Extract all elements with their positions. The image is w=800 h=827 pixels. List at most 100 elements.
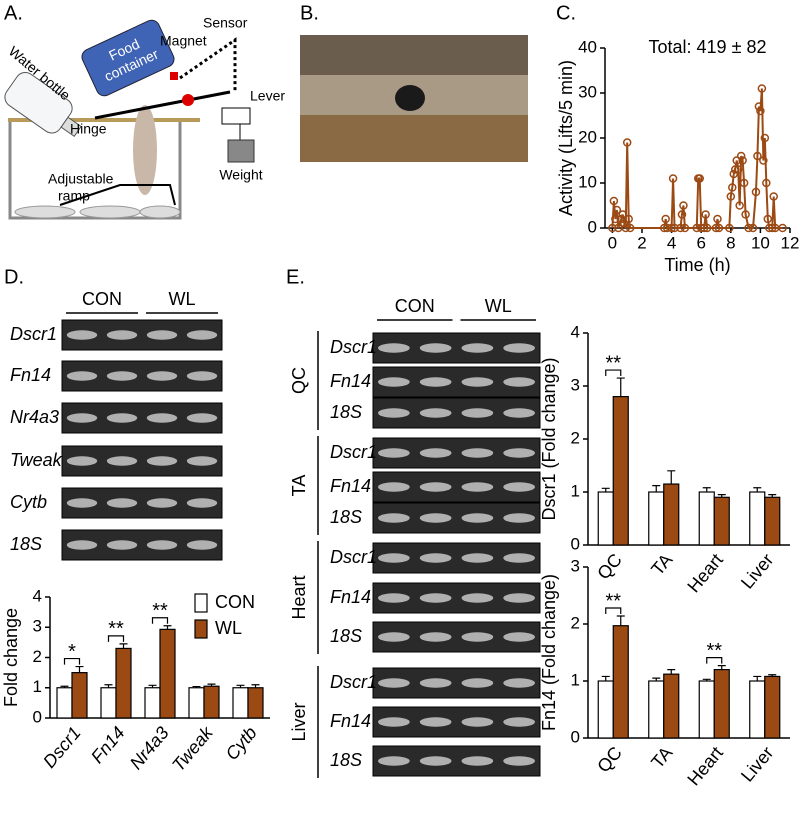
data-point: [714, 223, 724, 233]
data-point: [767, 223, 777, 233]
gel-band: [378, 678, 410, 688]
data-point: [732, 156, 741, 165]
error-bar: [616, 377, 625, 397]
gel-band: [146, 371, 178, 381]
data-point: [756, 106, 765, 116]
x-tick-label: 12: [781, 233, 800, 252]
y-tick-label: 4: [571, 322, 580, 341]
error-bar: [753, 675, 762, 681]
panel-label: D.: [4, 266, 24, 288]
gel-band: [146, 456, 178, 466]
bar: [100, 687, 117, 719]
gel-band: [419, 343, 452, 353]
data-point: [611, 214, 620, 224]
gel-band: [66, 540, 98, 550]
x-axis-label: Time (h): [664, 255, 730, 275]
data-point: [729, 169, 739, 179]
lane-header: WL: [485, 296, 512, 316]
gel-band: [419, 482, 452, 492]
bar: [698, 680, 715, 739]
error-bar: [251, 684, 260, 688]
gel-band: [146, 330, 178, 340]
significance-label: **: [605, 590, 621, 612]
significance-label: **: [108, 618, 124, 640]
gel-band: [106, 413, 138, 423]
x-tick-label: QC: [593, 550, 626, 584]
data-point: [748, 223, 758, 233]
x-tick-label: Tweak: [168, 722, 217, 775]
gel-band: [503, 448, 535, 458]
x-tick-label: Liver: [737, 550, 777, 593]
bar: [764, 496, 781, 546]
significance-bracket: [706, 657, 723, 664]
lever-frame: [179, 37, 237, 92]
significance-bracket: [605, 607, 622, 615]
bar: [56, 687, 73, 719]
gel-band: [186, 456, 218, 466]
gel-row-label: Dscr1: [330, 337, 377, 357]
y-tick-label: 20: [578, 127, 597, 146]
gel-band: [66, 330, 98, 340]
data-point: [765, 223, 774, 233]
gel-band: [461, 553, 494, 563]
bar: [648, 491, 665, 546]
error-bar: [148, 684, 157, 688]
gel-row-label: Dscr1: [330, 442, 377, 462]
significance-label: **: [706, 640, 722, 662]
y-tick-label: 30: [578, 82, 597, 101]
panel-label: E.: [286, 266, 305, 288]
gel-band: [461, 408, 494, 418]
error-bar: [667, 470, 676, 485]
gel-row-label: Dscr1: [330, 547, 377, 567]
data-point: [701, 210, 710, 219]
data-point: [695, 174, 704, 183]
bar: [188, 687, 205, 719]
data-point: [739, 178, 749, 188]
bar: [749, 491, 766, 546]
y-axis-label: Fn14 (Fold change): [539, 574, 559, 731]
lane-header: WL: [169, 289, 196, 309]
gel-band: [461, 632, 494, 642]
data-point: [612, 205, 622, 215]
y-tick-label: 0: [571, 534, 580, 553]
apparatus-diagram: Water bottle Food container Magnet Senso…: [4, 15, 285, 220]
x-tick-label: 0: [608, 233, 617, 252]
gel-band: [419, 408, 452, 418]
gel-band: [378, 377, 410, 387]
error-bar: [60, 685, 69, 688]
significance-label: *: [68, 641, 76, 663]
gel-group-label: Heart: [289, 575, 309, 619]
legend-swatch: [194, 619, 208, 639]
bar: [115, 647, 132, 719]
gel-band: [106, 540, 138, 550]
bedding: [139, 205, 181, 219]
data-point: [608, 223, 617, 233]
gel-row-label: Fn14: [330, 711, 371, 731]
gel-band: [419, 756, 452, 766]
gel-row-label: 18S: [330, 402, 362, 422]
gel-row-label: Fn14: [10, 365, 51, 385]
bar: [159, 628, 176, 719]
water-bottle: [4, 71, 82, 137]
gel-band: [186, 371, 218, 381]
label: Lever: [250, 88, 285, 104]
gel-band: [186, 330, 218, 340]
error-bar: [667, 669, 676, 675]
gel-band: [146, 540, 178, 550]
data-point: [618, 210, 628, 219]
data-point: [661, 214, 670, 224]
bar: [144, 687, 161, 719]
gel-band: [461, 593, 494, 603]
y-tick-label: 1: [571, 481, 580, 500]
data-point: [763, 214, 773, 224]
data-point: [738, 156, 747, 165]
gel-band: [106, 330, 138, 340]
error-bar: [652, 677, 661, 681]
gel-band: [461, 448, 494, 458]
data-point: [733, 165, 743, 174]
gel-band: [461, 343, 494, 353]
error-bar: [702, 678, 711, 681]
gel-band: [378, 482, 410, 492]
data-point: [730, 165, 740, 174]
